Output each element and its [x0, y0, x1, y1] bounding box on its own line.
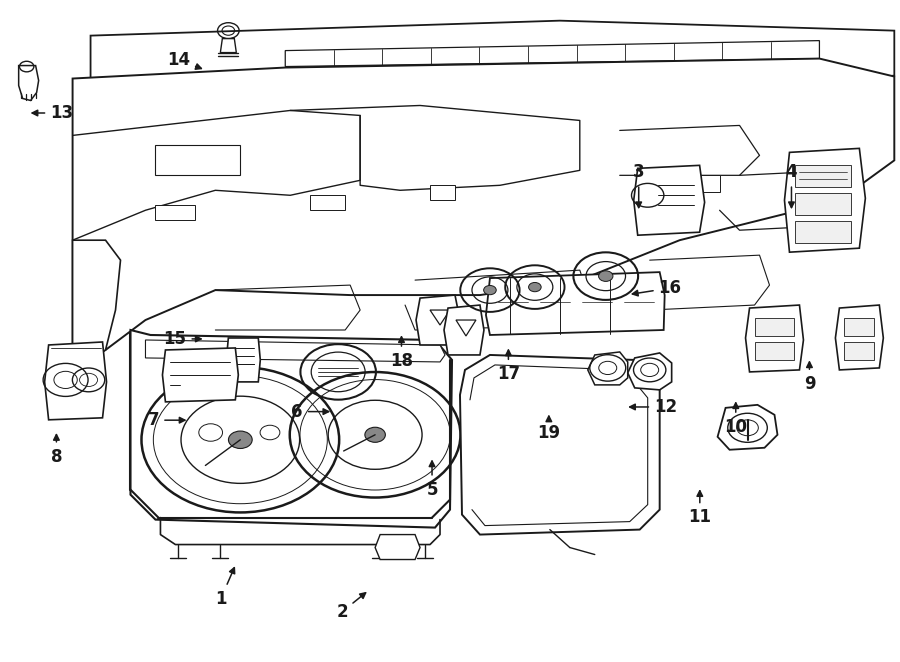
Circle shape: [229, 431, 252, 448]
Text: 11: 11: [688, 491, 711, 526]
Polygon shape: [796, 193, 851, 215]
Polygon shape: [45, 342, 106, 420]
Polygon shape: [146, 340, 445, 362]
Polygon shape: [486, 272, 665, 335]
Polygon shape: [416, 295, 460, 345]
Circle shape: [598, 271, 613, 281]
Text: 3: 3: [633, 164, 644, 208]
Polygon shape: [754, 342, 795, 360]
Text: 10: 10: [724, 403, 747, 436]
Polygon shape: [785, 148, 866, 252]
Text: 15: 15: [164, 330, 201, 348]
Polygon shape: [717, 405, 778, 449]
Polygon shape: [220, 38, 237, 52]
Polygon shape: [699, 175, 720, 192]
Text: 17: 17: [497, 350, 520, 383]
Polygon shape: [844, 342, 874, 360]
Text: 4: 4: [786, 164, 797, 208]
Polygon shape: [844, 318, 874, 336]
Polygon shape: [460, 355, 660, 535]
Polygon shape: [285, 40, 819, 67]
Polygon shape: [796, 166, 851, 187]
Polygon shape: [430, 185, 455, 201]
Polygon shape: [156, 146, 240, 175]
Polygon shape: [745, 305, 804, 372]
Text: 18: 18: [390, 337, 413, 370]
Polygon shape: [73, 58, 895, 370]
Text: 12: 12: [630, 398, 677, 416]
Polygon shape: [444, 305, 484, 355]
Text: 7: 7: [148, 411, 184, 429]
Polygon shape: [130, 330, 452, 528]
Polygon shape: [796, 221, 851, 243]
Polygon shape: [754, 318, 795, 336]
Polygon shape: [627, 353, 671, 390]
Circle shape: [528, 283, 541, 292]
Text: 8: 8: [50, 434, 62, 465]
Text: 5: 5: [427, 461, 437, 498]
Polygon shape: [588, 352, 627, 385]
Polygon shape: [156, 205, 195, 220]
Polygon shape: [91, 21, 895, 85]
Polygon shape: [162, 348, 238, 402]
Polygon shape: [375, 535, 420, 559]
Text: 2: 2: [337, 592, 365, 621]
Text: 1: 1: [215, 567, 235, 608]
Circle shape: [364, 427, 385, 442]
Text: 19: 19: [537, 416, 561, 442]
Polygon shape: [835, 305, 883, 370]
Polygon shape: [226, 338, 260, 382]
Text: 14: 14: [167, 51, 202, 70]
Circle shape: [483, 285, 496, 295]
Text: 9: 9: [804, 362, 815, 393]
Text: 13: 13: [32, 104, 74, 122]
Polygon shape: [19, 66, 39, 101]
Polygon shape: [634, 166, 705, 235]
Text: 6: 6: [292, 402, 328, 420]
Text: 16: 16: [633, 279, 681, 297]
Polygon shape: [73, 240, 121, 370]
Polygon shape: [310, 195, 346, 211]
